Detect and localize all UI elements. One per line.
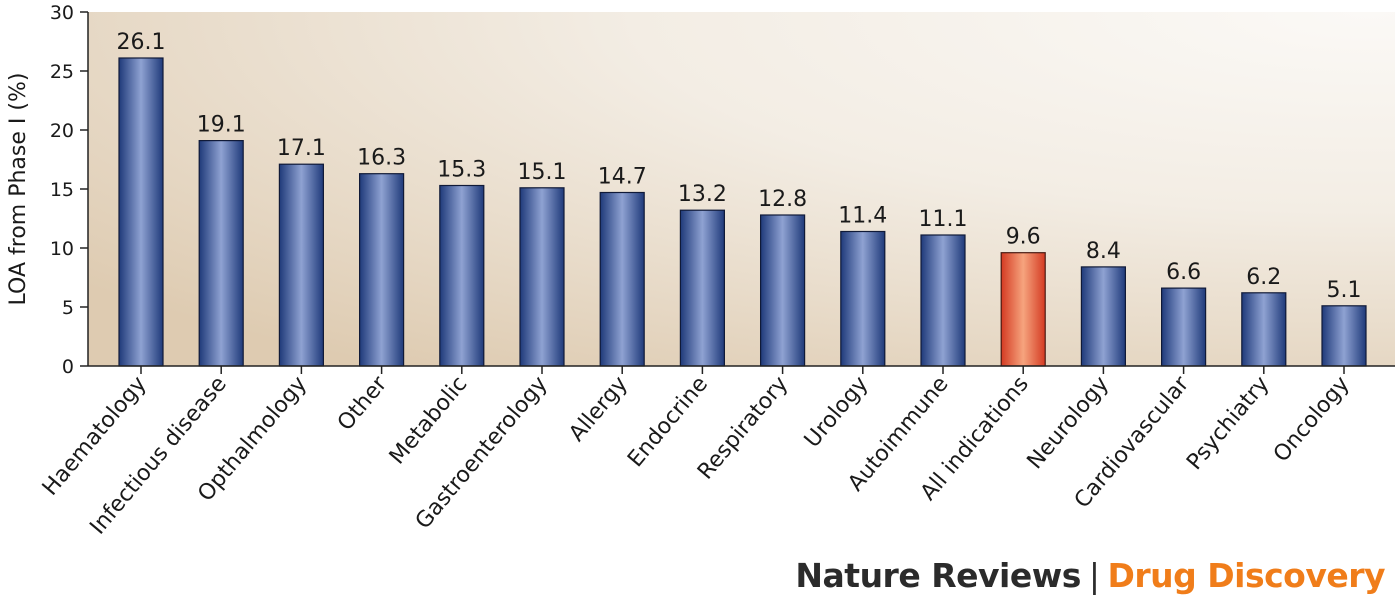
value-label: 12.8 (758, 187, 807, 212)
value-label: 15.1 (518, 160, 567, 185)
category-label: Other (333, 371, 393, 436)
category-label: Psychiatry (1182, 372, 1274, 475)
y-ticks-group: 0 5 10 15 20 25 30 (50, 2, 88, 378)
y-axis-title: LOA from Phase I (%) (6, 73, 31, 306)
bar (759, 214, 806, 367)
bar (920, 234, 966, 367)
y-tick-label: 30 (50, 2, 74, 24)
bar (679, 209, 726, 367)
category-label: Metabolic (385, 372, 473, 470)
journal-credit: Nature Reviews | Drug Discovery (795, 556, 1385, 595)
bar (278, 163, 324, 367)
value-label: 11.4 (838, 204, 887, 229)
value-label: 26.1 (117, 30, 166, 55)
y-tick-label: 10 (50, 238, 74, 260)
y-tick-label: 25 (50, 61, 74, 83)
value-label: 6.2 (1246, 265, 1281, 290)
value-label: 14.7 (598, 165, 647, 190)
credit-subtitle: Drug Discovery (1107, 556, 1385, 595)
credit-journal: Nature Reviews (795, 556, 1081, 595)
bar (1080, 266, 1127, 367)
category-label: Urology (800, 372, 874, 453)
bar (599, 191, 645, 367)
bars-group (118, 57, 1367, 367)
category-label: Endocrine (623, 372, 713, 472)
value-label: 9.6 (1006, 225, 1041, 250)
bar-highlight (1000, 252, 1046, 367)
category-label: Neurology (1023, 372, 1114, 474)
bar (1160, 287, 1207, 367)
category-label: Oncology (1269, 372, 1355, 467)
bar (1241, 292, 1287, 367)
bar (519, 187, 565, 367)
category-label: Allergy (565, 372, 633, 447)
credit-separator: | (1088, 556, 1100, 595)
value-label: 13.2 (678, 182, 727, 207)
bar (359, 173, 405, 367)
value-label: 15.3 (437, 158, 486, 183)
value-label: 8.4 (1086, 239, 1121, 264)
bar (840, 230, 886, 367)
bar (439, 184, 485, 367)
value-label: 11.1 (919, 207, 968, 232)
value-label: 17.1 (277, 136, 326, 161)
x-ticks-group (140, 366, 1345, 374)
bar (198, 140, 244, 367)
value-label: 19.1 (197, 113, 246, 138)
y-tick-label: 20 (50, 120, 74, 142)
value-label: 6.6 (1166, 260, 1201, 285)
category-label: Infectious disease (85, 372, 231, 540)
value-label: 16.3 (357, 146, 406, 171)
bar (1321, 305, 1367, 367)
y-tick-label: 15 (50, 179, 74, 201)
y-tick-label: 5 (62, 297, 74, 319)
y-tick-label: 0 (62, 356, 74, 378)
value-labels-group: 26.1 19.1 17.1 16.3 15.3 15.1 14.7 13.2 12.8 11.4… (117, 30, 1362, 303)
value-label: 5.1 (1327, 278, 1362, 303)
bar-chart: 26.1 19.1 17.1 16.3 15.3 15.1 14.7 13.2 12.8 11.4… (6, 2, 1395, 540)
bar (118, 57, 164, 367)
